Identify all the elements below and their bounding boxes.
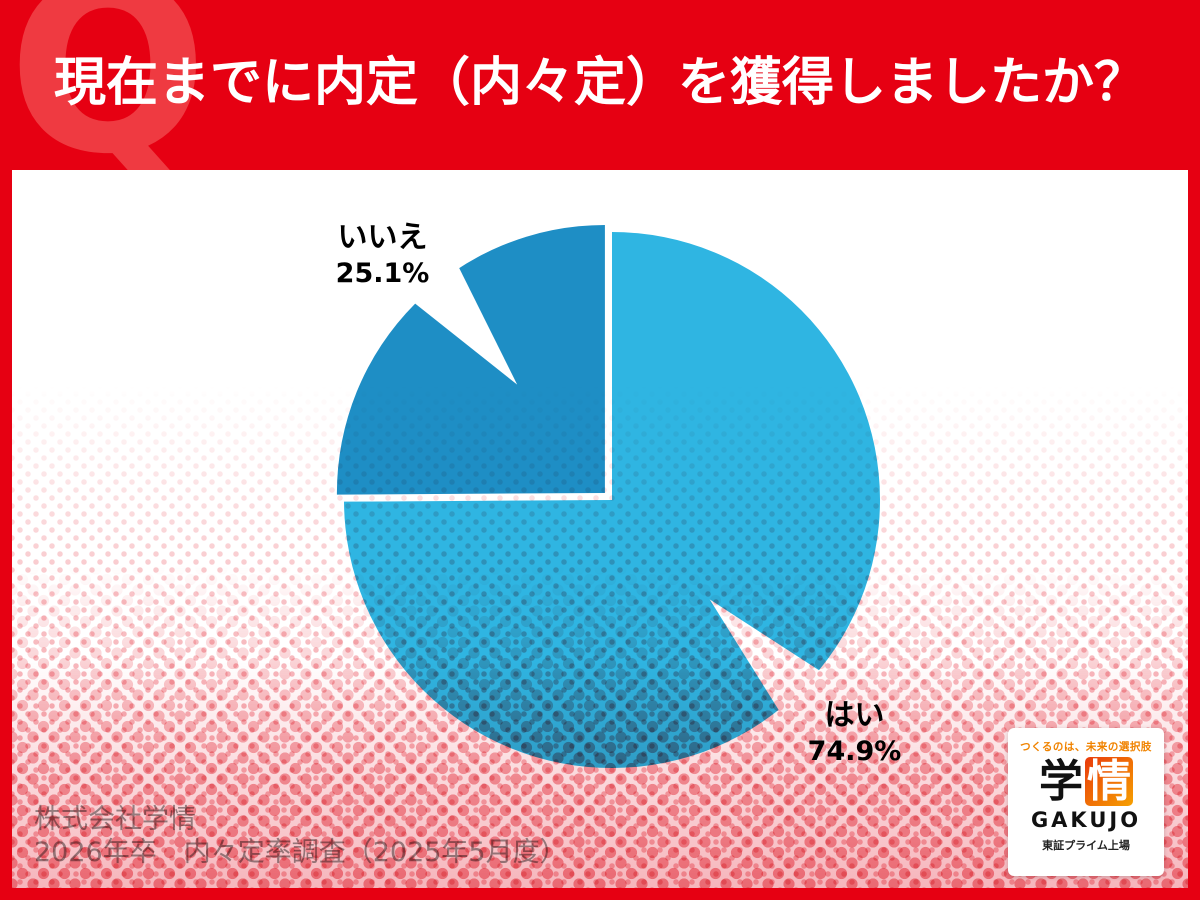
logo-name-latin: GAKUJO: [1030, 808, 1142, 833]
header-band: Q 現在までに内定（内々定）を獲得しましたか？: [0, 0, 1200, 170]
logo-kanji-gaku: 学: [1039, 756, 1083, 807]
source-survey: 2026年卒 内々定率調査（2025年5月度）: [34, 837, 567, 869]
source-company: 株式会社学情: [34, 803, 196, 835]
pie-chart: [336, 224, 881, 768]
callout-notch-no: [410, 262, 518, 385]
pie-slice-no: [336, 224, 605, 495]
yes-label: はい: [824, 698, 885, 733]
logo-listing: 東証プライム上場: [1042, 839, 1130, 853]
no-label: いいえ: [337, 220, 428, 255]
gakujo-logo: つくるのは、未来の選択肢 学情 GAKUJO 東証プライム上場: [1008, 728, 1164, 876]
no-value: 25.1%: [335, 258, 430, 289]
source-note: 株式会社学情 2026年卒 内々定率調査（2025年5月度）: [34, 803, 567, 871]
callout-no: いいえ 25.1%: [310, 220, 455, 291]
yes-value: 74.9%: [807, 736, 902, 767]
callout-yes: はい 74.9%: [782, 698, 927, 769]
page-title: 現在までに内定（内々定）を獲得しましたか？: [53, 53, 1146, 113]
logo-kanji: 学情: [1008, 757, 1164, 806]
callout-notch-yes: [709, 599, 825, 716]
logo-tagline: つくるのは、未来の選択肢: [1020, 741, 1152, 753]
logo-kanji-jo: 情: [1085, 756, 1133, 807]
chart-card: いいえ 25.1% はい 74.9% 株式会社学情 2026年卒 内々定率調査（…: [12, 170, 1188, 888]
q-watermark: Q: [8, 0, 208, 170]
